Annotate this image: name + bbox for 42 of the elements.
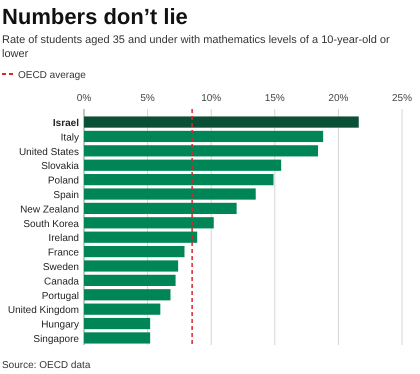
bar <box>84 217 214 228</box>
x-tick-label: 25% <box>392 93 412 104</box>
source-note: Source: OECD data <box>2 360 91 371</box>
y-tick-label: Hungary <box>41 320 79 331</box>
bar <box>84 274 176 286</box>
x-tick-label: 20% <box>328 93 349 104</box>
y-tick-label: United States <box>18 146 79 158</box>
y-tick-label: France <box>48 248 80 259</box>
x-tick-label: 15% <box>264 93 285 104</box>
bar <box>84 304 160 315</box>
chart-subtitle: Rate of students aged 35 and under with mathematics levels of a 10-year-old or lower <box>2 34 390 60</box>
chart-title: Numbers don’t lie <box>2 4 188 29</box>
y-tick-label: Sweden <box>42 262 79 273</box>
bar <box>84 246 184 258</box>
bar <box>84 260 178 272</box>
bar <box>84 160 282 171</box>
y-tick-label: United Kingdom <box>8 305 79 316</box>
y-tick-label: Ireland <box>48 233 79 244</box>
y-tick-label: New Zealand <box>20 204 79 216</box>
y-tick-label: Singapore <box>33 334 80 345</box>
bar <box>84 174 274 186</box>
bar <box>84 202 237 214</box>
x-tick-label: 5% <box>140 93 155 104</box>
legend-label: OECD average <box>18 70 86 81</box>
bar <box>84 332 150 344</box>
y-tick-label: South Korea <box>23 218 80 230</box>
bar <box>84 130 324 142</box>
y-tick-label: Italy <box>60 132 79 144</box>
bar <box>84 318 150 330</box>
bar <box>84 232 198 243</box>
bar <box>84 188 256 200</box>
y-tick-label: Portugal <box>42 290 79 302</box>
y-tick-label: Spain <box>53 190 79 202</box>
bar <box>84 116 359 128</box>
y-tick-label: Poland <box>48 176 79 187</box>
bar <box>84 145 318 156</box>
bar <box>84 289 170 300</box>
y-tick-label: Israel <box>52 118 80 130</box>
x-tick-label: 10% <box>201 93 222 104</box>
x-tick-label: 0% <box>76 93 92 104</box>
y-tick-label: Slovakia <box>41 161 80 172</box>
y-tick-label: Canada <box>44 276 80 288</box>
